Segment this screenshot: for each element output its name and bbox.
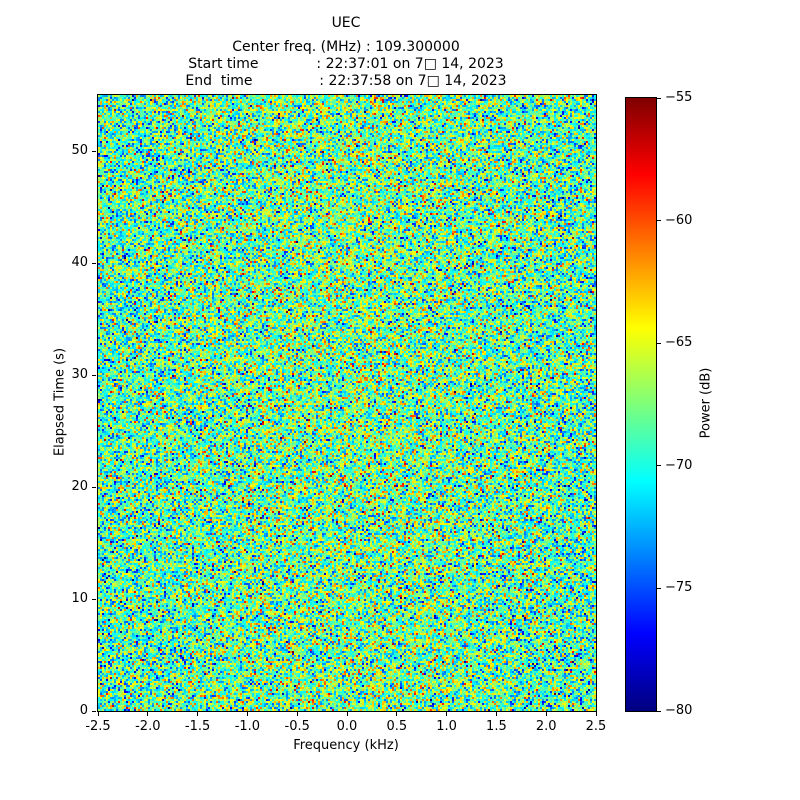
y-tick-label: 40 <box>71 255 88 270</box>
colorbar-tick <box>657 97 661 99</box>
x-axis-label: Frequency (kHz) <box>293 738 399 753</box>
colorbar-tick <box>657 710 661 712</box>
x-tick <box>396 712 398 716</box>
y-tick-label: 10 <box>71 591 88 606</box>
x-tick-label: 1.0 <box>436 719 457 734</box>
x-tick-label: 1.5 <box>486 719 507 734</box>
x-tick-label: 2.5 <box>585 719 607 734</box>
colorbar-label: Power (dB) <box>698 367 714 439</box>
y-axis-label: Elapsed Time (s) <box>52 347 68 457</box>
x-tick <box>595 712 597 716</box>
x-tick <box>495 712 497 716</box>
colorbar-tick-label: −70 <box>665 457 693 473</box>
plot-title: UEC <box>331 15 361 31</box>
colorbar-tick-label: −65 <box>665 335 693 351</box>
x-tick <box>197 712 199 716</box>
y-tick <box>92 374 96 376</box>
colorbar-tick <box>657 342 661 344</box>
colorbar-tick <box>657 220 661 222</box>
x-tick <box>147 712 149 716</box>
y-tick <box>92 486 96 488</box>
y-tick-label: 20 <box>71 479 88 494</box>
colorbar-tick-label: −80 <box>665 703 693 718</box>
x-tick-label: -2.5 <box>85 719 111 734</box>
start-time-line: Start time : 22:37:01 on 7□ 14, 2023 <box>188 56 504 72</box>
x-tick-label: 0.0 <box>336 719 358 734</box>
y-tick <box>92 710 96 712</box>
y-tick-label: 0 <box>79 703 88 718</box>
x-tick <box>97 712 99 716</box>
y-tick <box>92 262 96 264</box>
center-frequency-line: Center freq. (MHz) : 109.300000 <box>232 39 460 55</box>
x-tick <box>446 712 448 716</box>
x-tick <box>346 712 348 716</box>
x-tick <box>246 712 248 716</box>
colorbar-tick <box>657 465 661 467</box>
x-tick-label: -0.5 <box>284 719 310 734</box>
colorbar <box>625 97 657 712</box>
x-tick <box>296 712 298 716</box>
x-tick <box>545 712 547 716</box>
y-tick <box>92 150 96 152</box>
x-tick-label: -1.5 <box>184 719 211 734</box>
x-tick-label: -2.0 <box>135 719 161 734</box>
y-tick-label: 30 <box>71 367 88 382</box>
colorbar-tick-label: −55 <box>665 90 693 105</box>
spectrogram-canvas <box>98 95 596 711</box>
x-tick-label: 2.0 <box>535 719 557 734</box>
colorbar-tick-label: −75 <box>665 580 693 596</box>
colorbar-tick <box>657 587 661 589</box>
x-tick-label: 0.5 <box>386 719 408 734</box>
colorbar-tick-label: −60 <box>665 212 693 228</box>
x-tick-label: -1.0 <box>234 719 261 734</box>
y-tick <box>92 598 96 600</box>
spectrogram-plot-area <box>97 94 597 712</box>
y-tick-label: 50 <box>71 143 88 158</box>
end-time-line: End time : 22:37:58 on 7□ 14, 2023 <box>185 73 507 89</box>
